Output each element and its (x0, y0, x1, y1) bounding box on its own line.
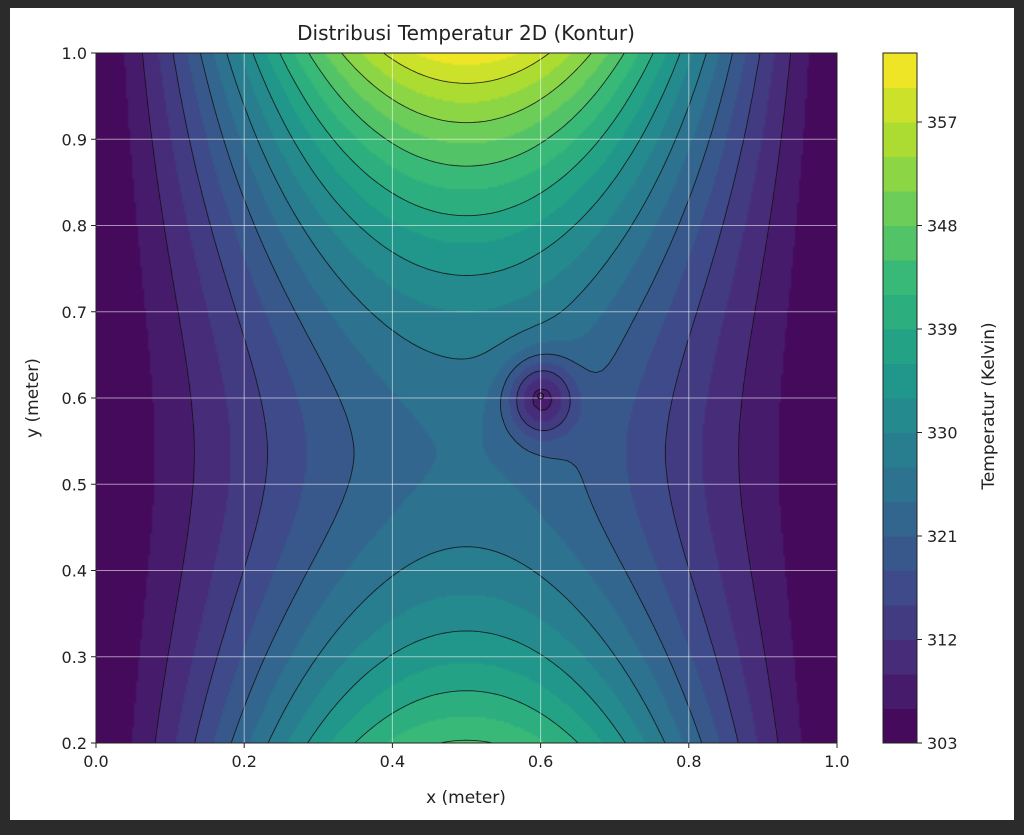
colorbar-band (883, 501, 917, 537)
chart-title: Distribusi Temperatur 2D (Kontur) (297, 21, 635, 45)
y-tick-label: 0.9 (62, 130, 87, 149)
figure-frame: Distribusi Temperatur 2D (Kontur) 0.0 0.2… (10, 8, 1014, 820)
colorbar-band (883, 87, 917, 123)
colorbar-band (883, 329, 917, 364)
colorbar-band (883, 156, 917, 192)
contour-chart: Distribusi Temperatur 2D (Kontur) 0.0 0.2… (23, 21, 999, 808)
y-tick-label: 1.0 (62, 44, 87, 63)
colorbar-band (883, 294, 917, 330)
colorbar-band (883, 398, 917, 433)
colorbar-band (883, 674, 917, 709)
y-axis-ticks: 0.2 0.3 0.4 0.5 0.6 0.7 0.8 0.9 1.0 (62, 44, 96, 753)
colorbar-border (882, 52, 918, 744)
colorbar-label: Temperatur (Kelvin) (979, 322, 999, 490)
colorbar-band (883, 122, 917, 157)
colorbar-band (883, 432, 917, 468)
contour-line (199, 53, 734, 743)
colorbar-tick-label: 321 (927, 527, 958, 546)
y-tick-label: 0.8 (62, 217, 87, 236)
x-tick-label: 1.0 (824, 752, 849, 771)
colorbar-band (883, 225, 917, 261)
y-tick-label: 0.3 (62, 648, 87, 667)
plot-area (96, 53, 837, 743)
colorbar-tick-label: 312 (927, 631, 958, 650)
colorbar-bands (883, 53, 917, 744)
colorbar-band (883, 260, 917, 295)
y-tick-label: 0.5 (62, 475, 87, 494)
colorbar-band (883, 605, 917, 640)
contour-line (252, 53, 681, 743)
colorbar-band (883, 191, 917, 226)
x-tick-label: 0.8 (676, 752, 701, 771)
colorbar-band (883, 467, 917, 502)
contour-line (172, 53, 761, 743)
colorbar-band (883, 53, 917, 88)
y-tick-label: 0.4 (62, 562, 87, 581)
x-tick-label: 0.4 (380, 752, 405, 771)
grid-lines (96, 53, 837, 743)
colorbar-tick-label: 357 (927, 113, 958, 132)
colorbar-tick-label: 339 (927, 320, 958, 339)
colorbar-ticks: 303 312 321 330 339 348 357 (917, 113, 958, 753)
colorbar-band (883, 536, 917, 571)
colorbar-band (883, 708, 917, 744)
colorbar-band (883, 639, 917, 675)
x-tick-label: 0.6 (528, 752, 553, 771)
x-tick-label: 0.2 (231, 752, 256, 771)
colorbar-tick-label: 348 (927, 217, 958, 236)
colorbar-tick-label: 330 (927, 424, 958, 443)
y-tick-label: 0.7 (62, 303, 87, 322)
colorbar-band (883, 363, 917, 399)
x-tick-label: 0.0 (83, 752, 108, 771)
colorbar: 303 312 321 330 339 348 357 Temperatur (Kelvin… (882, 52, 999, 753)
y-axis-label: y (meter) (23, 358, 43, 438)
cold-spot-marker (537, 392, 545, 400)
y-tick-label: 0.6 (62, 389, 87, 408)
colorbar-band (883, 570, 917, 606)
x-axis-ticks: 0.0 0.2 0.4 0.6 0.8 1.0 (83, 743, 850, 771)
contour-line (279, 53, 654, 743)
contour-line (226, 53, 707, 743)
contour-line (341, 53, 592, 124)
contour-lines (141, 53, 792, 743)
y-tick-label: 0.2 (62, 734, 87, 753)
colorbar-tick-label: 303 (927, 734, 958, 753)
x-axis-label: x (meter) (426, 788, 506, 808)
contour-line (308, 53, 625, 743)
